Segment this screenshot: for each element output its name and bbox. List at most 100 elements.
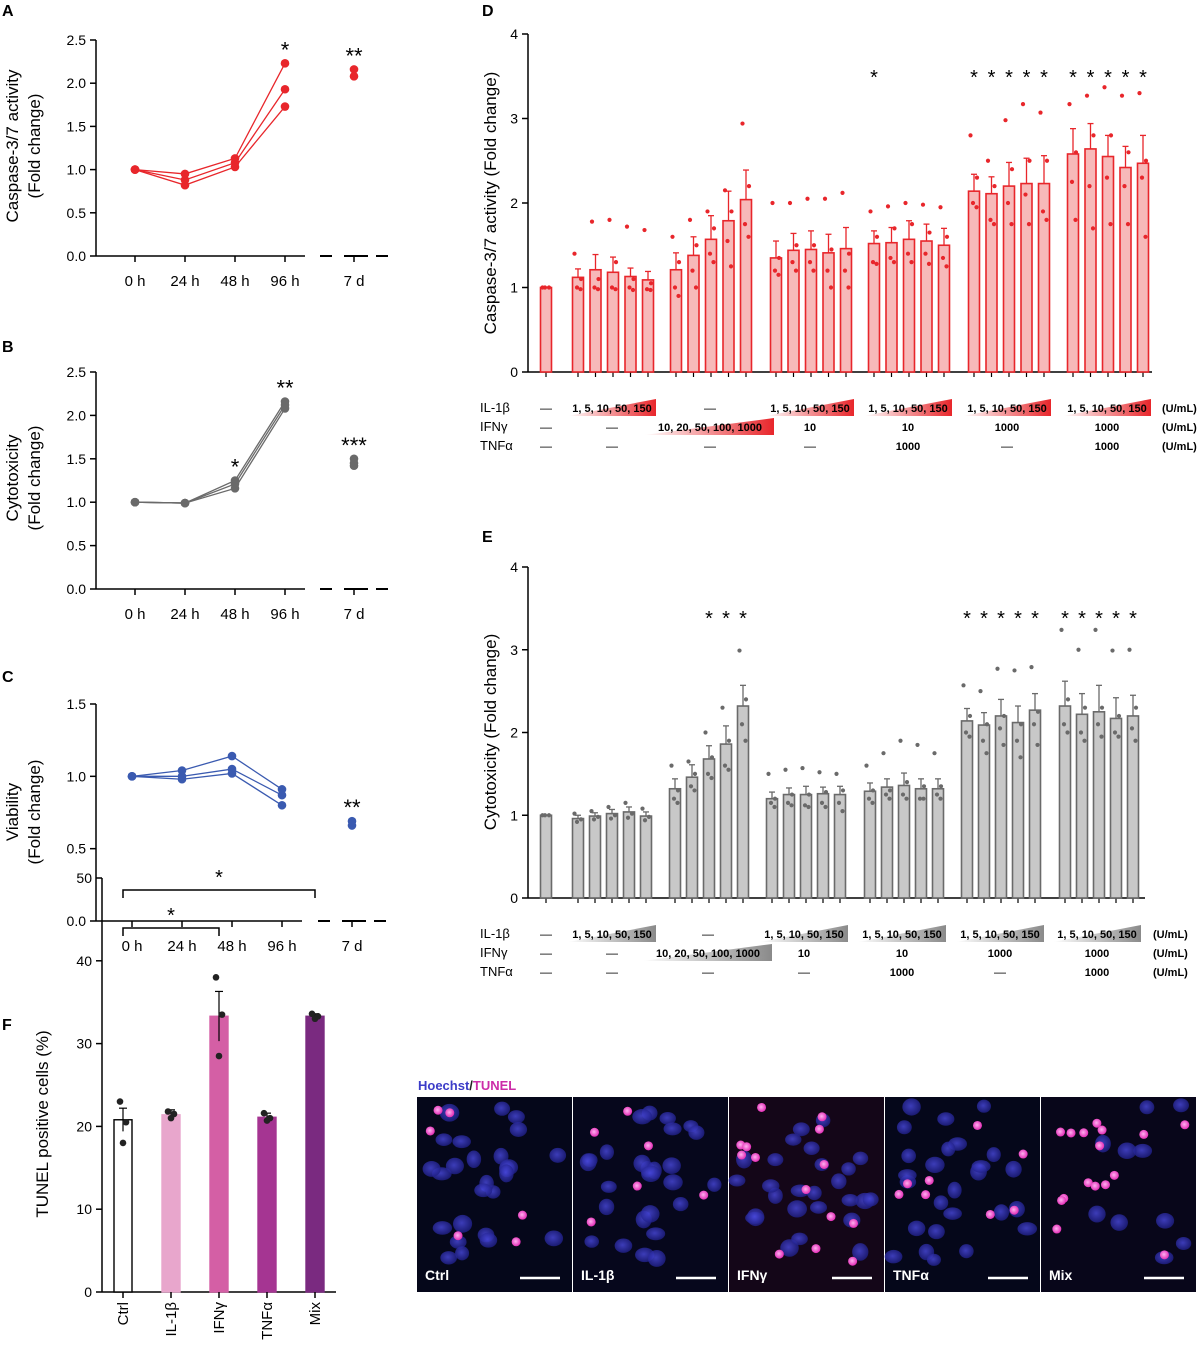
d-row-label: IL-1β bbox=[480, 400, 510, 415]
c-sig-7d: ** bbox=[343, 795, 361, 820]
e-ifng-range: 10, 20, 50, 100, 1000 bbox=[656, 948, 760, 960]
e-data-point bbox=[870, 788, 876, 793]
tunel-nucleus bbox=[774, 1249, 784, 1259]
d-data-point bbox=[805, 196, 810, 201]
hoechst-nucleus bbox=[1017, 1222, 1038, 1236]
hoechst-nucleus bbox=[499, 1164, 514, 1183]
d-il1b-range: 1, 5, 10, 50, 150 bbox=[967, 403, 1047, 415]
c-ytick-label: 0.0 bbox=[67, 913, 87, 929]
c-point bbox=[127, 772, 137, 781]
e-data-point bbox=[864, 763, 869, 768]
d-data-point bbox=[607, 217, 612, 222]
d-data-point bbox=[938, 205, 943, 210]
hoechst-nucleus bbox=[1110, 1214, 1128, 1231]
e-bar bbox=[605, 812, 619, 899]
c-xtick-label: 48 h bbox=[217, 938, 246, 955]
d-bar bbox=[937, 244, 951, 373]
e-sig: * bbox=[1061, 608, 1069, 630]
d-data-point bbox=[974, 175, 980, 180]
b-ytick-label: 2.0 bbox=[67, 407, 87, 423]
tunel-nucleus bbox=[1159, 1250, 1169, 1260]
tunel-nucleus bbox=[985, 1209, 995, 1219]
d-data-point bbox=[1040, 209, 1046, 214]
tunel-nucleus bbox=[1097, 1125, 1107, 1135]
e-bar bbox=[1028, 709, 1042, 899]
d-dash: — bbox=[804, 439, 816, 453]
e-data-point bbox=[1116, 734, 1121, 739]
a-xtick-label: 96 h bbox=[270, 273, 299, 290]
d-data-point bbox=[970, 200, 976, 206]
micrograph-label: IL-1β bbox=[581, 1267, 615, 1283]
hoechst-nucleus bbox=[1156, 1213, 1175, 1229]
e-bar bbox=[960, 720, 974, 899]
b-ytick-label: 0.5 bbox=[67, 538, 87, 554]
e-bar bbox=[1011, 721, 1025, 899]
d-data-point bbox=[776, 255, 782, 261]
d-sig: * bbox=[1005, 67, 1013, 89]
e-data-point bbox=[870, 800, 875, 805]
f-xtick-label: Mix bbox=[307, 1302, 324, 1326]
d-data-point bbox=[888, 255, 893, 261]
hoechst-nucleus bbox=[907, 1220, 926, 1237]
d-data-point bbox=[676, 260, 682, 265]
d-data-point bbox=[1073, 150, 1079, 155]
b-7d-point bbox=[349, 461, 359, 471]
hoechst-nucleus bbox=[806, 1185, 822, 1201]
d-data-point bbox=[574, 285, 580, 290]
hoechst-nucleus bbox=[662, 1157, 681, 1175]
e-data-point bbox=[789, 803, 794, 808]
tunel-nucleus bbox=[894, 1189, 904, 1199]
d-data-point bbox=[988, 217, 993, 222]
e-data-point bbox=[578, 817, 584, 822]
e-dash: — bbox=[798, 965, 810, 979]
micrograph-1: IL-1β bbox=[573, 1097, 728, 1292]
a-point bbox=[280, 84, 290, 94]
e-data-point bbox=[1012, 668, 1017, 673]
d-data-point bbox=[974, 205, 979, 210]
d-bar bbox=[704, 238, 718, 373]
micrograph-2: IFNγ bbox=[728, 1097, 884, 1292]
a-series-line bbox=[134, 106, 286, 186]
e-unit: (U/mL) bbox=[1153, 929, 1188, 941]
e-data-point bbox=[823, 804, 828, 810]
d-ifng-1000: 1000 bbox=[1095, 422, 1119, 434]
hoechst-nucleus bbox=[707, 1177, 722, 1192]
e-bar bbox=[897, 784, 911, 899]
hoechst-nucleus bbox=[767, 1153, 784, 1167]
e-data-point bbox=[1061, 722, 1067, 727]
c-xtick-label: 24 h bbox=[167, 938, 196, 955]
d-data-point bbox=[627, 285, 632, 290]
a-point bbox=[280, 59, 290, 68]
d-data-point bbox=[822, 196, 828, 201]
d-ylabel: Caspase-3/7 activity (Fold change) bbox=[481, 72, 500, 335]
e-concentration-ramp bbox=[956, 925, 1044, 942]
hoechst-nucleus bbox=[841, 1194, 859, 1207]
e-data-point bbox=[1127, 647, 1132, 652]
f-data-point bbox=[116, 1098, 124, 1105]
tunel-nucleus bbox=[453, 1231, 463, 1241]
a-7d-point bbox=[349, 71, 359, 81]
e-data-point bbox=[823, 789, 829, 795]
e-ytick-label: 4 bbox=[510, 559, 518, 575]
e-data-point bbox=[1031, 722, 1037, 727]
hoechst-nucleus bbox=[898, 1169, 917, 1182]
e-data-point bbox=[671, 796, 677, 801]
b-sig: * bbox=[231, 455, 240, 480]
e-data-point bbox=[789, 792, 795, 797]
tunel-nucleus bbox=[1100, 1180, 1110, 1190]
d-data-point bbox=[722, 188, 728, 193]
d-sig: * bbox=[1040, 67, 1048, 89]
d-data-point bbox=[1044, 217, 1049, 222]
e-bar bbox=[622, 811, 636, 899]
f-xtick-label: Ctrl bbox=[115, 1302, 132, 1325]
tunel-nucleus bbox=[1018, 1149, 1028, 1159]
d-bar bbox=[1020, 182, 1033, 373]
d-bar bbox=[1119, 166, 1132, 373]
d-concentration-ramp bbox=[644, 418, 774, 435]
e-data-point bbox=[984, 722, 990, 727]
d-bar bbox=[787, 249, 800, 373]
d-data-point bbox=[596, 276, 601, 282]
hoechst-nucleus bbox=[455, 1246, 470, 1261]
b-xtick-label: 7 d bbox=[344, 606, 365, 623]
a-xtick-label: 7 d bbox=[344, 273, 365, 290]
